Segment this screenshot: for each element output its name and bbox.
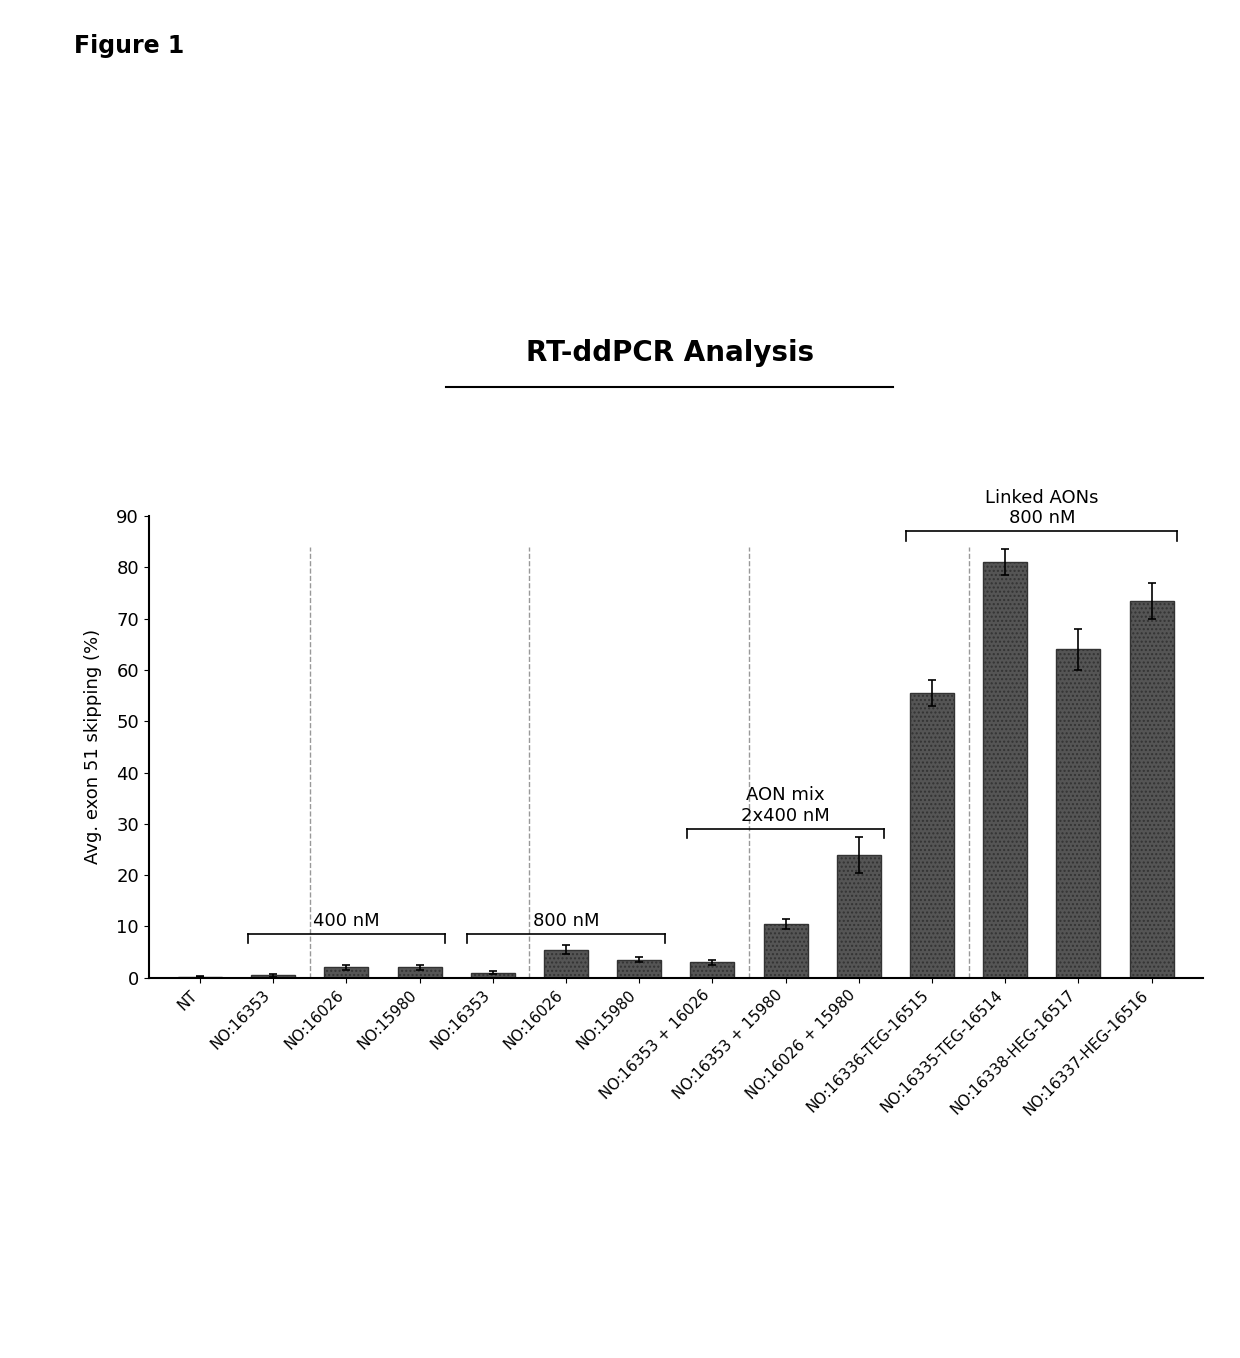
Bar: [544, 949, 588, 978]
Bar: [910, 693, 954, 978]
Bar: [252, 975, 295, 978]
Bar: [1056, 649, 1100, 978]
Text: RT-ddPCR Analysis: RT-ddPCR Analysis: [526, 338, 813, 367]
Bar: [837, 854, 880, 978]
Bar: [764, 923, 807, 978]
Bar: [325, 967, 368, 978]
Bar: [983, 562, 1027, 978]
Bar: [471, 972, 515, 978]
Y-axis label: Avg. exon 51 skipping (%): Avg. exon 51 skipping (%): [84, 629, 103, 865]
Text: Figure 1: Figure 1: [74, 34, 185, 58]
Text: AON mix
2x400 nM: AON mix 2x400 nM: [742, 786, 830, 824]
Text: 800 nM: 800 nM: [533, 913, 599, 930]
Text: 400 nM: 400 nM: [314, 913, 379, 930]
Text: Linked AONs
800 nM: Linked AONs 800 nM: [985, 489, 1099, 527]
Bar: [691, 963, 734, 978]
Bar: [398, 967, 441, 978]
Bar: [618, 960, 661, 978]
Bar: [1130, 600, 1173, 978]
